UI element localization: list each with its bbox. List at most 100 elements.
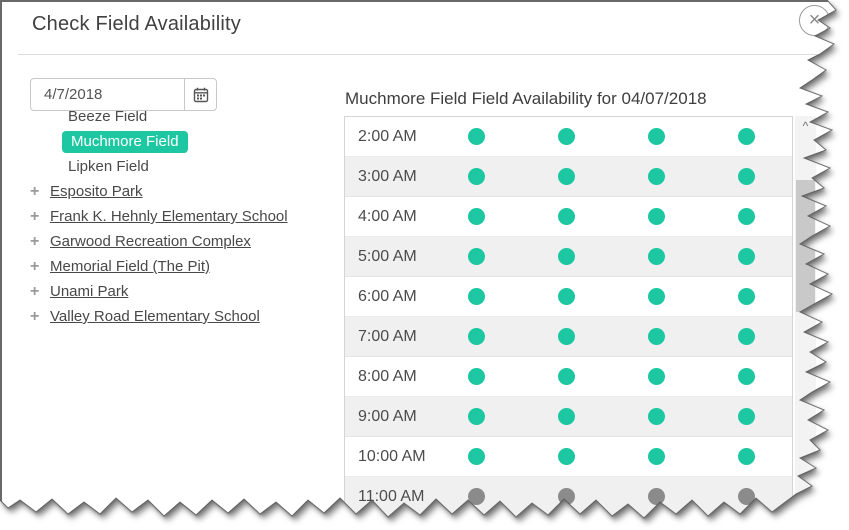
available-dot-icon[interactable] (738, 368, 755, 385)
slot-cells (431, 328, 792, 345)
scroll-down-icon[interactable]: v (802, 498, 809, 512)
selected-field-pill[interactable]: Muchmore Field (62, 131, 188, 153)
slot-cells (431, 208, 792, 225)
calendar-button[interactable] (184, 79, 216, 110)
close-button[interactable]: × (799, 5, 830, 36)
tree-location-item[interactable]: + Frank K. Hehnly Elementary School (18, 204, 340, 229)
location-link[interactable]: Frank K. Hehnly Elementary School (50, 208, 288, 225)
availability-heading: Muchmore Field Field Availability for 04… (345, 89, 707, 108)
available-dot-icon[interactable] (558, 208, 575, 225)
location-link[interactable]: Memorial Field (The Pit) (50, 258, 211, 275)
slot-cell (431, 448, 521, 465)
availability-row: 3:00 AM (345, 157, 792, 197)
expand-plus-icon[interactable]: + (30, 232, 40, 250)
available-dot-icon[interactable] (738, 208, 755, 225)
slot-cell (612, 328, 702, 345)
availability-row: 9:00 AM (345, 397, 792, 437)
unavailable-dot-icon[interactable] (558, 488, 575, 505)
available-dot-icon[interactable] (648, 408, 665, 425)
available-dot-icon[interactable] (648, 168, 665, 185)
location-link[interactable]: Esposito Park (50, 183, 143, 200)
unavailable-dot-icon[interactable] (738, 488, 755, 505)
expand-plus-icon[interactable]: + (30, 307, 40, 325)
slot-cell (521, 408, 611, 425)
available-dot-icon[interactable] (648, 288, 665, 305)
slot-cell (431, 168, 521, 185)
available-dot-icon[interactable] (558, 248, 575, 265)
slot-cell (702, 288, 792, 305)
available-dot-icon[interactable] (648, 128, 665, 145)
slot-cell (702, 208, 792, 225)
available-dot-icon[interactable] (738, 448, 755, 465)
slot-cell (521, 168, 611, 185)
time-label: 9:00 AM (358, 407, 417, 425)
unavailable-dot-icon[interactable] (648, 488, 665, 505)
available-dot-icon[interactable] (648, 248, 665, 265)
available-dot-icon[interactable] (468, 288, 485, 305)
time-label: 3:00 AM (358, 167, 417, 185)
tree-location-item[interactable]: + Unami Park (18, 279, 340, 304)
available-dot-icon[interactable] (558, 328, 575, 345)
available-dot-icon[interactable] (468, 128, 485, 145)
available-dot-icon[interactable] (558, 288, 575, 305)
available-dot-icon[interactable] (738, 408, 755, 425)
available-dot-icon[interactable] (468, 328, 485, 345)
time-label: 8:00 AM (358, 367, 417, 385)
tree-location-item[interactable]: + Esposito Park (18, 179, 340, 204)
expand-plus-icon[interactable]: + (30, 282, 40, 300)
expand-plus-icon[interactable]: + (30, 207, 40, 225)
slot-cell (702, 248, 792, 265)
available-dot-icon[interactable] (468, 208, 485, 225)
slot-cell (521, 368, 611, 385)
slot-cell (702, 328, 792, 345)
tree-item-field[interactable]: Lipken Field (18, 154, 340, 179)
tree-location-item[interactable]: + Valley Road Elementary School (18, 304, 340, 329)
scrollbar-thumb[interactable] (796, 180, 815, 312)
available-dot-icon[interactable] (738, 288, 755, 305)
available-dot-icon[interactable] (648, 328, 665, 345)
available-dot-icon[interactable] (558, 368, 575, 385)
slot-cell (431, 288, 521, 305)
available-dot-icon[interactable] (648, 208, 665, 225)
available-dot-icon[interactable] (468, 408, 485, 425)
available-dot-icon[interactable] (558, 448, 575, 465)
time-label: 4:00 AM (358, 207, 417, 225)
slot-cell (612, 248, 702, 265)
available-dot-icon[interactable] (648, 448, 665, 465)
availability-row: 4:00 AM (345, 197, 792, 237)
available-dot-icon[interactable] (468, 368, 485, 385)
scroll-up-icon[interactable]: ^ (802, 119, 809, 133)
availability-row: 7:00 AM (345, 317, 792, 357)
available-dot-icon[interactable] (558, 168, 575, 185)
available-dot-icon[interactable] (558, 408, 575, 425)
tree-location-item[interactable]: + Memorial Field (The Pit) (18, 254, 340, 279)
time-label: 11:00 AM (358, 487, 425, 505)
date-input[interactable]: 4/7/2018 (44, 86, 103, 103)
available-dot-icon[interactable] (738, 248, 755, 265)
available-dot-icon[interactable] (468, 248, 485, 265)
slot-cell (702, 408, 792, 425)
available-dot-icon[interactable] (738, 328, 755, 345)
unavailable-dot-icon[interactable] (468, 488, 485, 505)
location-link[interactable]: Garwood Recreation Complex (50, 233, 251, 250)
available-dot-icon[interactable] (738, 128, 755, 145)
expand-plus-icon[interactable]: + (30, 257, 40, 275)
slot-cell (702, 368, 792, 385)
available-dot-icon[interactable] (738, 168, 755, 185)
available-dot-icon[interactable] (558, 128, 575, 145)
available-dot-icon[interactable] (468, 448, 485, 465)
scrollbar[interactable]: ^ v (795, 116, 816, 514)
tree-location-item[interactable]: + Garwood Recreation Complex (18, 229, 340, 254)
expand-plus-icon[interactable]: + (30, 182, 40, 200)
slot-cell (431, 328, 521, 345)
availability-row: 11:00 AM (345, 477, 792, 517)
location-link[interactable]: Unami Park (50, 283, 129, 300)
tree-item-selected[interactable]: Muchmore Field (18, 129, 340, 154)
available-dot-icon[interactable] (648, 368, 665, 385)
slot-cell (521, 328, 611, 345)
availability-table: 2:00 AM 3:00 AM 4:00 AM 5:00 AM 6:00 AM 7:00 … (344, 116, 793, 517)
available-dot-icon[interactable] (468, 168, 485, 185)
location-link[interactable]: Valley Road Elementary School (50, 308, 260, 325)
